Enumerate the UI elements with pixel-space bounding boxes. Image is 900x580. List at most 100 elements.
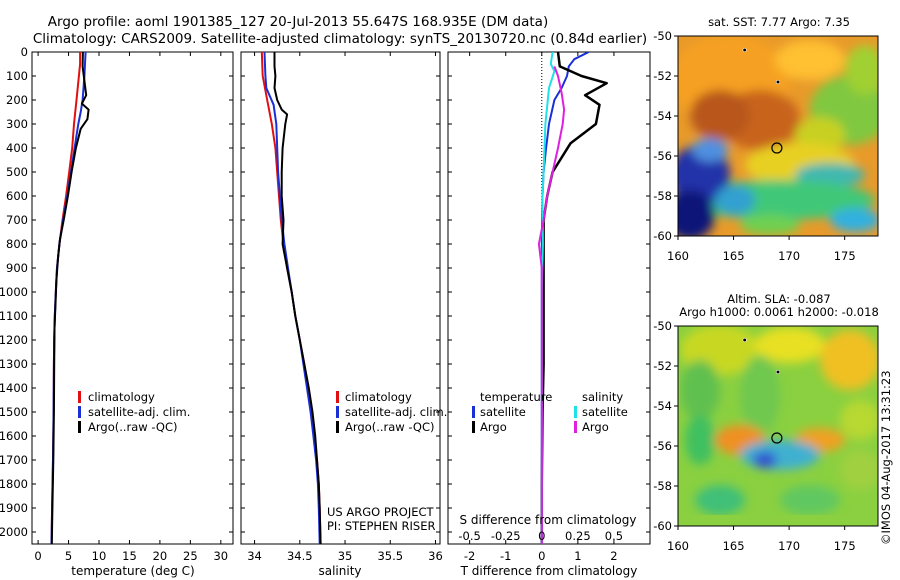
past-position-marker	[775, 79, 781, 85]
map-x-tick-label: 160	[667, 539, 689, 553]
x-tick-label: 20	[153, 549, 168, 563]
depth-tick-label: 700	[6, 213, 28, 227]
past-position-marker	[742, 337, 747, 343]
legend-label-argo: Argo(..raw -QC)	[345, 420, 435, 434]
legend-swatch-t-satellite	[472, 406, 475, 418]
difference-plot-frame	[447, 51, 651, 545]
legend-label-climatology: climatology	[345, 390, 412, 404]
map-y-tick-label: -54	[653, 399, 672, 413]
sla-map-markers	[742, 337, 783, 444]
header-line2: Climatology: CARS2009. Satellite-adjuste…	[33, 31, 647, 47]
depth-tick-label: 0	[21, 45, 28, 59]
temperature-plot-frame	[31, 51, 234, 545]
salinity-series	[260, 52, 322, 544]
legend-swatch-argo	[336, 421, 339, 433]
sst-map-title: sat. SST: 7.77 Argo: 7.35	[708, 15, 850, 29]
depth-tick-label: 2000	[0, 525, 28, 539]
depth-axis: 0 100 200 300 400 500 600 700 800 900 1000 1100 1200…	[0, 45, 28, 539]
x-tick-label: 2	[610, 549, 617, 563]
series-salinity-argo	[537, 66, 566, 544]
s-difference-xlabel: S difference from climatology	[460, 513, 637, 527]
legend-title-temperature: temperature	[480, 390, 552, 404]
legend-label-s-argo: Argo	[582, 420, 609, 434]
legend-label-climatology: climatology	[88, 390, 155, 404]
header-line1: Argo profile: aoml 1901385_127 20-Jul-20…	[48, 14, 548, 30]
map-x-tick-label: 170	[778, 249, 800, 263]
temperature-series	[50, 52, 90, 544]
depth-tick-label: 200	[6, 93, 28, 107]
salinity-xlabel: salinity	[318, 564, 361, 578]
past-position-marker	[742, 47, 747, 53]
map-x-tick-label: 160	[667, 249, 689, 263]
map-x-tick-label: 170	[778, 539, 800, 553]
legend-label-t-satellite: satellite	[480, 405, 526, 419]
depth-tick-label: 500	[6, 165, 28, 179]
depth-tick-label: 900	[6, 261, 28, 275]
salinity-plot-frame	[240, 51, 441, 545]
map-y-tick-label: -58	[653, 479, 672, 493]
temperature-x-ticks: 0 5 10 15 20 25 30	[34, 52, 228, 563]
legend-swatch-argo	[78, 421, 81, 433]
sla-map-title: Altim. SLA: -0.087	[727, 292, 831, 306]
depth-ticks	[32, 51, 650, 533]
series-temperature-satellite	[540, 52, 590, 544]
sla-map-frame	[677, 325, 879, 527]
s-diff-tick-label: -0.25	[491, 529, 521, 543]
project-annotation: US ARGO PROJECT	[327, 505, 435, 519]
depth-tick-label: 1900	[0, 501, 28, 515]
depth-tick-label: 1000	[0, 285, 28, 299]
legend-label-satellite: satellite-adj. clim.	[88, 405, 190, 419]
legend-swatch-satellite	[336, 406, 339, 418]
legend-label-t-argo: Argo	[480, 420, 507, 434]
series-argo-raw-qc	[273, 52, 322, 544]
x-tick-label: 34	[247, 549, 262, 563]
map-y-tick-label: -58	[653, 189, 672, 203]
depth-tick-label: 1200	[0, 333, 28, 347]
s-diff-tick-label: 0.25	[565, 529, 591, 543]
x-tick-label: 34.5	[287, 549, 313, 563]
map-y-tick-label: -60	[653, 519, 672, 533]
legend-title-salinity: salinity	[582, 390, 623, 404]
x-tick-label: 0	[538, 549, 545, 563]
map-x-tick-label: 165	[723, 539, 745, 553]
sst-map-frame	[677, 35, 879, 237]
depth-tick-label: 300	[6, 117, 28, 131]
map-y-tick-label: -60	[653, 229, 672, 243]
legend-swatch-climatology	[78, 391, 81, 403]
map-x-tick-label: 165	[723, 249, 745, 263]
s-diff-tick-label: 0	[538, 529, 545, 543]
depth-tick-label: 1100	[0, 309, 28, 323]
depth-tick-label: 400	[6, 141, 28, 155]
series-climatology	[260, 52, 322, 544]
s-difference-tick-labels: -0.5 -0.25 0 0.25 0.5	[458, 529, 623, 543]
x-tick-label: 35.5	[377, 549, 403, 563]
depth-tick-label: 1700	[0, 453, 28, 467]
x-tick-label: 1	[574, 549, 581, 563]
legend-label-s-satellite: satellite	[582, 405, 628, 419]
legend-swatch-satellite	[78, 406, 81, 418]
depth-tick-label: 100	[6, 69, 28, 83]
legend-swatch-climatology	[336, 391, 339, 403]
legend-label-argo: Argo(..raw -QC)	[88, 420, 178, 434]
temperature-legend: climatology satellite-adj. clim. Argo(..…	[78, 390, 190, 434]
s-diff-tick-label: -0.5	[458, 529, 480, 543]
depth-tick-label: 1300	[0, 357, 28, 371]
map-y-tick-label: -52	[653, 69, 672, 83]
argo-position-marker	[771, 142, 783, 154]
difference-series	[537, 52, 608, 544]
x-tick-label: 5	[65, 549, 72, 563]
argo-position-marker	[771, 432, 783, 444]
legend-swatch-s-satellite	[574, 406, 577, 418]
series-argo-raw-qc	[50, 52, 90, 544]
depth-tick-label: 800	[6, 237, 28, 251]
sst-map-image	[678, 36, 878, 236]
pi-annotation: PI: STEPHEN RISER	[327, 519, 436, 533]
depth-tick-label: 600	[6, 189, 28, 203]
t-difference-xlabel: T difference from climatology	[460, 564, 638, 578]
x-tick-label: 15	[122, 549, 137, 563]
s-diff-tick-label: 0.5	[605, 529, 623, 543]
x-tick-label: 36	[428, 549, 443, 563]
map-x-tick-label: 175	[834, 249, 856, 263]
legend-swatch-s-argo	[574, 421, 577, 433]
